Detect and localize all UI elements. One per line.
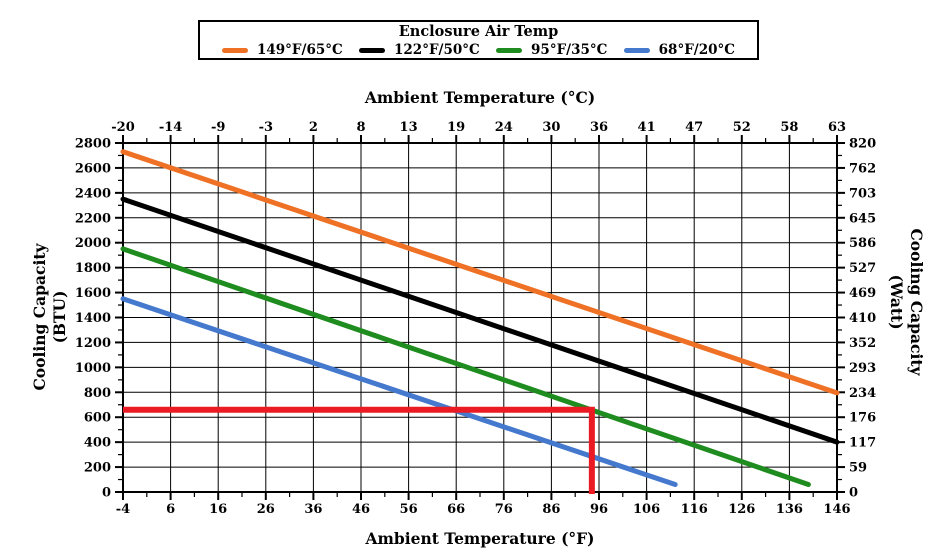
plot-border xyxy=(122,142,838,493)
c-tick-label: 47 xyxy=(685,120,703,135)
c-tick-label: 24 xyxy=(495,120,513,135)
legend-entry: 95°F/35°C xyxy=(496,42,607,58)
f-tick-label: 116 xyxy=(681,502,708,517)
watt-tick-label: 234 xyxy=(849,386,876,401)
c-tick-label: 8 xyxy=(356,120,365,135)
legend-entry: 68°F/20°C xyxy=(623,42,735,58)
watt-tick-label: 645 xyxy=(849,211,876,226)
legend-line-swatch xyxy=(222,47,248,53)
watt-tick-label: 410 xyxy=(849,311,876,326)
btu-tick-label: 0 xyxy=(102,486,111,501)
c-tick-label: -9 xyxy=(211,120,225,135)
watt-tick-label: 59 xyxy=(849,461,867,476)
f-tick-label: 96 xyxy=(590,502,608,517)
btu-tick-label: 200 xyxy=(84,461,111,476)
f-tick-label: 26 xyxy=(257,502,275,517)
legend-line-swatch xyxy=(496,47,523,53)
reference-marker-line xyxy=(123,406,595,494)
watt-tick-label: 0 xyxy=(849,486,858,501)
watt-tick-label: 117 xyxy=(849,436,876,451)
btu-tick-label: 1200 xyxy=(75,336,111,351)
f-tick-label: 16 xyxy=(209,502,227,517)
legend-title: Enclosure Air Temp xyxy=(398,23,559,40)
c-tick-label: 19 xyxy=(447,120,465,135)
btu-tick-label: 1600 xyxy=(75,286,111,301)
f-tick-label: 106 xyxy=(633,502,660,517)
bottom-axis-title: Ambient Temperature (°F) xyxy=(365,529,595,548)
c-tick-label: 41 xyxy=(638,120,656,135)
btu-tick-label: 2200 xyxy=(75,211,111,226)
tick-labels: -4 6 16 26 36 46 56 66 76 86 96 106 116 126 136 146 -20 -… xyxy=(75,120,876,517)
c-tick-label: 2 xyxy=(309,120,318,135)
f-tick-label: 56 xyxy=(400,502,418,517)
btu-tick-label: 800 xyxy=(84,386,111,401)
c-tick-label: 30 xyxy=(542,120,560,135)
legend-entry: 122°F/50°C xyxy=(359,42,480,58)
legend-entry-label: 68°F/20°C xyxy=(658,42,735,58)
c-tick-label: 52 xyxy=(733,120,751,135)
btu-tick-label: 400 xyxy=(84,436,111,451)
gridlines xyxy=(123,143,837,492)
c-tick-label: -20 xyxy=(111,120,135,135)
series-line-68-f-20-c xyxy=(120,296,678,487)
top-axis-title: Ambient Temperature (°C) xyxy=(364,88,596,107)
f-tick-label: -4 xyxy=(116,502,130,517)
legend-line-swatch xyxy=(359,47,386,53)
legend: Enclosure Air Temp 149°F/65°C 122°F/50°C 9… xyxy=(198,20,759,60)
watt-tick-label: 352 xyxy=(849,336,876,351)
legend-entries: 149°F/65°C 122°F/50°C 95°F/35°C 68°F/20°C xyxy=(200,42,757,58)
f-tick-label: 136 xyxy=(776,502,803,517)
btu-tick-label: 2400 xyxy=(75,186,111,201)
btu-tick-label: 600 xyxy=(84,411,111,426)
f-tick-label: 76 xyxy=(495,502,513,517)
c-tick-label: 36 xyxy=(590,120,608,135)
series-line-95-f-35-c xyxy=(120,246,811,487)
c-tick-label: 63 xyxy=(828,120,846,135)
legend-entry: 149°F/65°C xyxy=(222,42,343,58)
btu-tick-label: 1400 xyxy=(75,311,111,326)
series-line-122-f-50-c xyxy=(120,196,840,445)
f-tick-label: 146 xyxy=(823,502,850,517)
watt-tick-label: 586 xyxy=(849,236,876,251)
f-tick-label: 126 xyxy=(728,502,755,517)
btu-tick-label: 1800 xyxy=(75,261,111,276)
legend-entry-label: 95°F/35°C xyxy=(531,42,608,58)
btu-tick-label: 2000 xyxy=(75,236,111,251)
btu-tick-label: 2600 xyxy=(75,161,111,176)
btu-tick-label: 2800 xyxy=(75,137,111,152)
watt-tick-label: 762 xyxy=(849,161,876,176)
f-tick-label: 86 xyxy=(542,502,560,517)
f-tick-label: 46 xyxy=(352,502,370,517)
c-tick-label: -14 xyxy=(159,120,183,135)
watt-tick-label: 703 xyxy=(849,186,876,201)
watt-tick-label: 293 xyxy=(849,361,876,376)
f-tick-label: 6 xyxy=(166,502,175,517)
c-tick-label: 58 xyxy=(780,120,798,135)
series-line-149-f-65-c xyxy=(120,149,840,396)
legend-entry-label: 122°F/50°C xyxy=(394,42,480,58)
legend-entry-label: 149°F/65°C xyxy=(257,42,343,58)
c-tick-label: 13 xyxy=(400,120,418,135)
btu-tick-label: 1000 xyxy=(75,361,111,376)
f-tick-label: 66 xyxy=(447,502,465,517)
watt-tick-label: 527 xyxy=(849,261,876,276)
watt-tick-label: 176 xyxy=(849,411,876,426)
legend-line-swatch xyxy=(623,47,650,53)
f-tick-label: 36 xyxy=(304,502,322,517)
c-tick-label: -3 xyxy=(259,120,273,135)
watt-tick-label: 820 xyxy=(849,137,876,152)
watt-tick-label: 469 xyxy=(849,286,876,301)
